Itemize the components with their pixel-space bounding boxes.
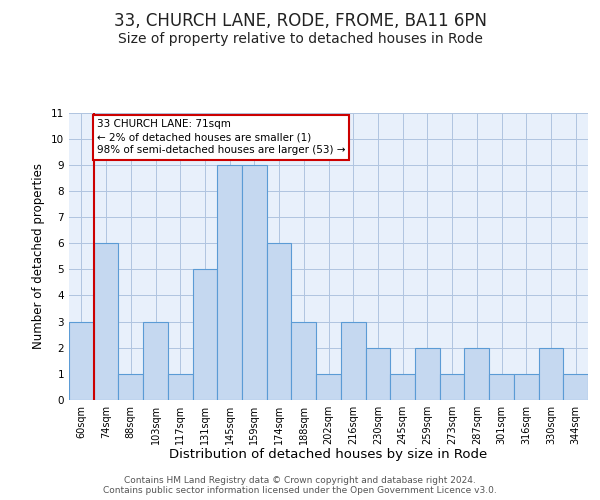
Bar bbox=[267, 243, 292, 400]
Bar bbox=[118, 374, 143, 400]
Bar bbox=[193, 270, 217, 400]
Bar bbox=[217, 165, 242, 400]
Text: 33, CHURCH LANE, RODE, FROME, BA11 6PN: 33, CHURCH LANE, RODE, FROME, BA11 6PN bbox=[113, 12, 487, 30]
Bar bbox=[464, 348, 489, 400]
Bar bbox=[365, 348, 390, 400]
Bar bbox=[563, 374, 588, 400]
Bar bbox=[440, 374, 464, 400]
Bar bbox=[94, 243, 118, 400]
Bar bbox=[143, 322, 168, 400]
Bar bbox=[390, 374, 415, 400]
Y-axis label: Number of detached properties: Number of detached properties bbox=[32, 163, 46, 350]
Bar bbox=[514, 374, 539, 400]
Bar bbox=[168, 374, 193, 400]
Bar bbox=[539, 348, 563, 400]
Text: Size of property relative to detached houses in Rode: Size of property relative to detached ho… bbox=[118, 32, 482, 46]
Text: 33 CHURCH LANE: 71sqm
← 2% of detached houses are smaller (1)
98% of semi-detach: 33 CHURCH LANE: 71sqm ← 2% of detached h… bbox=[97, 119, 345, 156]
Bar bbox=[292, 322, 316, 400]
Bar bbox=[415, 348, 440, 400]
Text: Contains HM Land Registry data © Crown copyright and database right 2024.: Contains HM Land Registry data © Crown c… bbox=[124, 476, 476, 485]
Text: Contains public sector information licensed under the Open Government Licence v3: Contains public sector information licen… bbox=[103, 486, 497, 495]
Bar bbox=[316, 374, 341, 400]
Bar bbox=[69, 322, 94, 400]
Bar bbox=[489, 374, 514, 400]
Bar bbox=[341, 322, 365, 400]
X-axis label: Distribution of detached houses by size in Rode: Distribution of detached houses by size … bbox=[169, 448, 488, 462]
Bar bbox=[242, 165, 267, 400]
